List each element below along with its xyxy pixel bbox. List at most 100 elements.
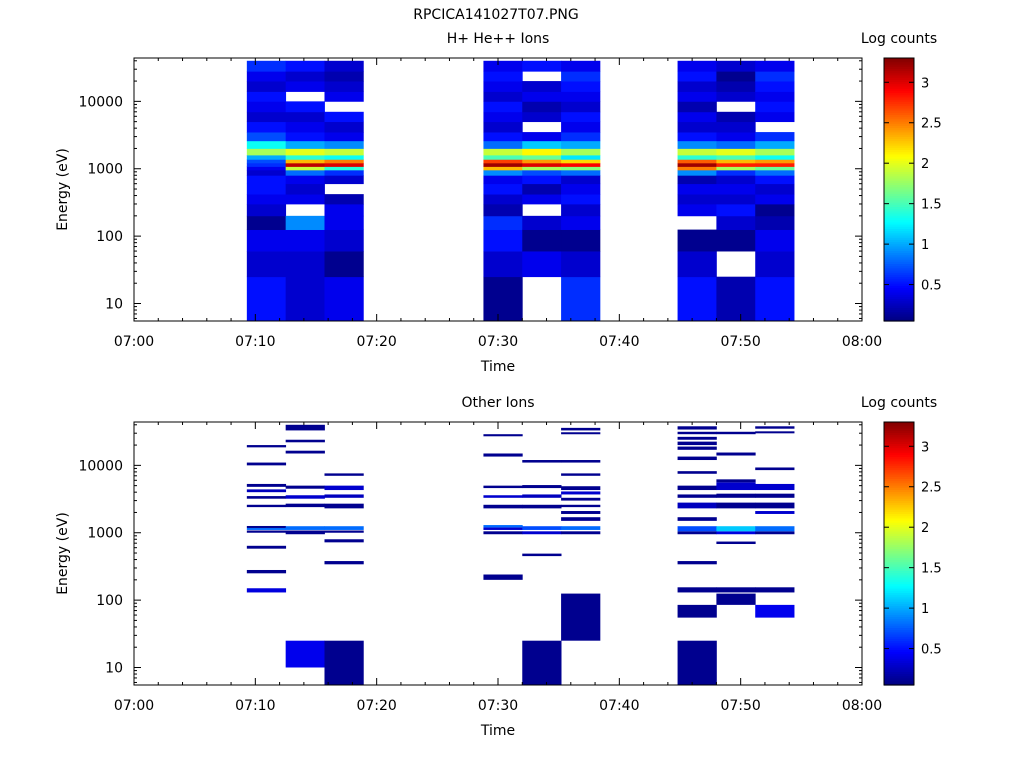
y-tick-label: 10 <box>105 661 123 677</box>
colorbar-segment <box>884 518 914 522</box>
heatmap-cell <box>522 194 562 205</box>
colorbar-segment <box>884 511 914 515</box>
heatmap-cell <box>755 111 795 123</box>
heatmap-cell <box>285 159 325 164</box>
heatmap-cell <box>561 81 601 92</box>
colorbar-segment <box>884 226 914 230</box>
colorbar-segment <box>884 599 914 603</box>
heatmap-cell <box>324 229 364 252</box>
heatmap-cell <box>522 526 562 530</box>
heatmap-cell <box>324 121 364 133</box>
colorbar-segment <box>884 557 914 561</box>
colorbar-segment <box>884 430 914 434</box>
colorbar-segment <box>884 568 914 572</box>
heatmap-cell <box>716 541 756 545</box>
heatmap-cell <box>677 111 717 123</box>
heatmap-cell <box>677 517 717 521</box>
colorbar-segment <box>884 117 914 120</box>
heatmap-cell <box>755 587 795 593</box>
colorbar-segment <box>884 290 914 294</box>
heatmap-cell <box>285 229 325 252</box>
heatmap-cell <box>324 81 364 92</box>
heatmap-cell <box>522 494 562 498</box>
heatmap-cell <box>246 569 287 574</box>
heatmap-cell <box>285 183 325 195</box>
colorbar-segment <box>884 614 914 618</box>
heatmap-cell <box>324 194 364 205</box>
colorbar-segment <box>884 441 914 445</box>
heatmap-cell <box>716 194 756 205</box>
heatmap-cell <box>483 140 523 149</box>
heatmap-cell <box>483 132 523 142</box>
heatmap-cell <box>561 154 601 160</box>
heatmap-cell <box>716 91 756 102</box>
heatmap-cell <box>716 175 756 185</box>
colorbar-segment <box>884 128 914 131</box>
colorbar-segment <box>884 244 914 248</box>
colorbar-segment <box>884 584 914 587</box>
colorbar-segment <box>884 104 914 107</box>
heatmap-cell <box>324 539 364 543</box>
heatmap-cell <box>755 604 795 618</box>
colorbar-segment <box>884 439 914 443</box>
colorbar-segment <box>884 259 914 263</box>
heatmap-cell <box>716 493 756 498</box>
colorbar-segment <box>884 498 914 502</box>
heatmap-cell <box>677 526 717 532</box>
colorbar-segment <box>884 564 914 568</box>
heatmap-cell <box>677 531 717 535</box>
colorbar-segment <box>884 187 914 191</box>
colorbar-segment <box>884 99 914 103</box>
heatmap-cell <box>285 60 325 72</box>
colorbar-segment <box>884 452 914 456</box>
heatmap-cell <box>285 154 325 160</box>
heatmap-cell <box>677 561 717 565</box>
heatmap-cell <box>246 169 287 176</box>
colorbar-segment <box>884 279 914 283</box>
heatmap-cell <box>285 276 325 322</box>
heatmap-cell <box>677 132 717 142</box>
colorbar-segment <box>884 196 914 199</box>
heatmap-cell <box>285 450 325 454</box>
colorbar-segment <box>884 296 914 300</box>
colorbar-segment <box>884 546 914 550</box>
heatmap-cell <box>716 121 756 133</box>
colorbar-segment <box>884 641 914 644</box>
heatmap-cell <box>285 485 325 489</box>
heatmap-cell <box>246 229 287 252</box>
colorbar-segment <box>884 424 914 427</box>
heatmap-cell <box>324 530 364 533</box>
heatmap-cell <box>483 159 523 164</box>
colorbar-segment <box>884 428 914 432</box>
heatmap-cell <box>324 60 364 72</box>
heatmap-cell <box>561 121 601 133</box>
colorbar-segment <box>884 450 914 454</box>
heatmap-cell <box>483 81 523 92</box>
heatmap-cell <box>246 194 287 205</box>
heatmap-cell <box>324 503 364 509</box>
heatmap-cell <box>561 169 601 176</box>
colorbar-segment <box>884 84 914 88</box>
heatmap-cell <box>716 71 756 82</box>
heatmap-cell <box>522 460 562 463</box>
colorbar-segment <box>884 270 914 274</box>
x-tick-label: 07:40 <box>599 334 639 350</box>
x-tick-label: 07:20 <box>356 698 396 714</box>
colorbar-segment <box>884 674 914 677</box>
heatmap-cell <box>561 517 601 521</box>
heatmap-cell <box>246 60 287 72</box>
heatmap-cell <box>246 545 287 549</box>
heatmap-cell <box>483 276 523 322</box>
colorbar-tick-label: 1 <box>921 238 929 253</box>
heatmap-cell <box>561 159 601 164</box>
x-axis-label: Time <box>480 723 515 739</box>
colorbar-segment <box>884 198 914 202</box>
colorbar-segment <box>884 207 914 210</box>
heatmap-cell <box>324 154 364 160</box>
colorbar-segment <box>884 481 914 484</box>
colorbar-segment <box>884 253 914 256</box>
heatmap-cell <box>246 121 287 133</box>
heatmap-cell <box>246 496 287 499</box>
heatmap-cell <box>246 175 287 185</box>
heatmap-cell <box>716 60 756 72</box>
